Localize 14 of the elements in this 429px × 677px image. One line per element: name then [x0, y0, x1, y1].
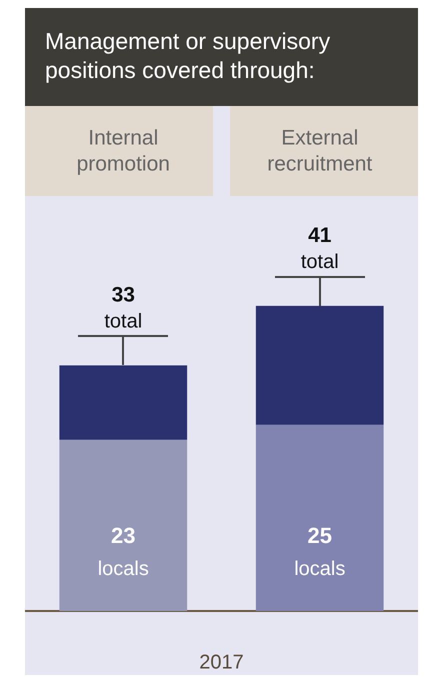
- x-axis-title: 2017: [199, 652, 244, 674]
- total-label: 41 total: [300, 224, 339, 273]
- bar: [59, 365, 188, 440]
- data-label: 23: [111, 523, 136, 548]
- data-label: 25: [308, 523, 332, 548]
- chart-title: Management or supervisory positions covered through:: [25, 8, 418, 106]
- total-label: 33 total: [104, 283, 142, 332]
- bar: [256, 306, 384, 425]
- series-label: locals: [98, 558, 149, 580]
- x-tick-label: External recruitment: [267, 126, 372, 176]
- x-tick-label: Internal promotion: [76, 126, 170, 176]
- text: locals: [294, 558, 346, 580]
- bar: [256, 424, 384, 611]
- bar: [59, 440, 188, 611]
